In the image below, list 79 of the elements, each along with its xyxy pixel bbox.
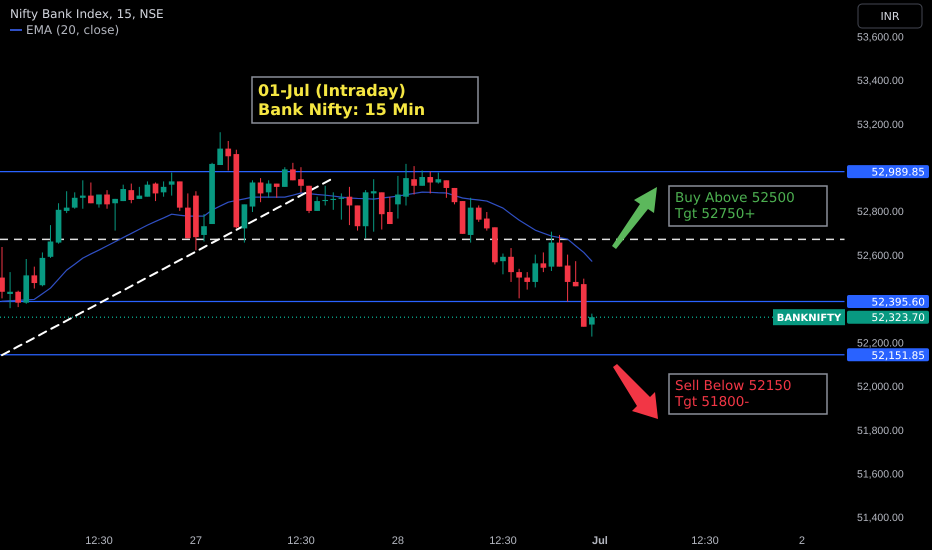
y-tick-label: 53,200.00 [857,118,904,131]
candlestick [15,290,21,308]
candlestick [88,182,94,204]
candlestick [354,204,360,232]
candlestick [419,170,425,186]
ref-line-label: 52,395.60 [872,296,925,308]
y-tick-label: 51,600.00 [857,468,904,480]
x-tick-label: 2 [798,534,805,547]
candlestick [508,248,514,282]
annotation: Sell Below 52150 Tgt 51800- [674,378,792,410]
candlestick [96,194,102,208]
candlestick [64,190,70,214]
candlestick [403,163,409,206]
annotation: Buy Above 52500 Tgt 52750+ [674,190,795,222]
annotation: 01-Jul (Intraday) Bank Nifty: 15 Min [258,81,426,119]
y-tick-label: 51,400.00 [857,512,904,524]
candlestick [346,186,352,226]
candlestick [314,196,320,212]
candlestick [484,212,490,232]
candlestick [0,246,5,299]
candlestick [201,214,207,242]
candlestick [136,186,142,200]
candlestick [532,254,538,288]
text: INR [880,10,900,23]
candlestick [452,187,458,205]
candlestick [104,190,110,210]
candlestick [395,175,401,220]
x-tick-label: 28 [392,534,404,547]
candlestick [378,192,385,230]
annotation: BANKNIFTY [776,313,842,324]
candlestick [128,183,134,204]
y-tick-label: 53,400.00 [857,75,904,88]
candlestick [427,171,434,194]
candlestick [500,253,506,275]
candlestick [274,183,280,198]
candlestick [411,166,417,196]
candlestick [435,172,442,184]
ref-line-label: 52,989.85 [872,166,925,179]
x-tick-label: 12:30 [287,534,315,547]
candlestick [516,268,522,299]
candlestick [290,162,296,181]
candlestick [7,272,13,309]
candlestick [370,178,377,232]
candlestick [258,178,264,203]
x-tick-label: 12:30 [85,534,113,547]
ref-line-label: 52,323.70 [872,312,925,324]
x-tick-label: Jul [592,534,608,547]
candlestick [31,266,38,289]
candlestick [144,180,150,198]
y-tick-label: 52,600.00 [857,250,904,262]
ref-line-label: 52,151.85 [872,350,925,362]
candlestick [387,196,393,225]
candlestick [476,204,482,222]
candlestick [48,224,54,258]
x-tick-label: 12:30 [691,534,719,547]
candlestick [80,180,86,210]
y-tick-label: 51,800.00 [857,424,904,437]
y-tick-label: 52,800.00 [857,206,904,218]
text: Nifty Bank Index, 15, NSE [10,7,164,21]
x-tick-label: 12:30 [489,534,517,547]
legend-label: EMA (20, close) [26,23,120,37]
candlestick [112,198,118,232]
candlestick [160,180,166,198]
candlestick [524,272,530,290]
candlestick [72,192,78,210]
candlestick [152,182,158,202]
x-tick-label: 27 [190,534,202,547]
candlestick [564,254,570,302]
candlestick [282,166,288,188]
candlestick [572,260,579,287]
candlestick [225,140,232,171]
candlestick [120,184,126,202]
y-tick-label: 52,000.00 [857,381,904,394]
candlestick [298,166,304,193]
candlestick [266,180,272,198]
candlestick [444,180,450,198]
y-tick-label: 52,200.00 [857,337,904,350]
y-tick-label: 53,600.00 [857,31,904,44]
candlestick [217,132,223,166]
